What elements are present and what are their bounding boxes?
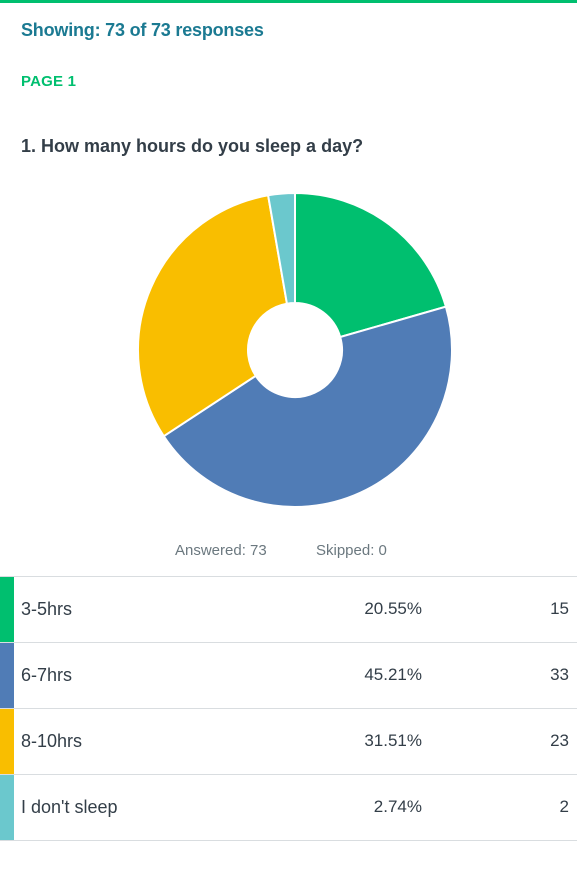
- answer-label: 6-7hrs: [21, 665, 73, 685]
- color-swatch: [0, 775, 14, 840]
- top-accent-line: [0, 0, 577, 3]
- page-label: PAGE 1: [21, 73, 77, 90]
- skipped-count: Skipped: 0: [316, 542, 387, 559]
- color-swatch: [0, 643, 14, 708]
- pie-slice-i-don-t-sleep[interactable]: [266, 192, 296, 305]
- pie-slice-3-5hrs[interactable]: [294, 192, 448, 339]
- answer-percent: 20.55%: [364, 599, 422, 618]
- answer-count: 23: [550, 731, 569, 750]
- pie-slice-8-10hrs[interactable]: [137, 194, 289, 438]
- pie-slice-6-7hrs[interactable]: [162, 305, 453, 508]
- answer-count: 15: [550, 599, 569, 618]
- answer-table: 3-5hrs 20.55% 15 6-7hrs 45.21% 33 8-10hr…: [0, 576, 577, 841]
- question-title: 1. How many hours do you sleep a day?: [21, 136, 364, 156]
- donut-chart: [137, 192, 453, 508]
- answer-percent: 2.74%: [373, 797, 422, 816]
- answer-count: 33: [550, 665, 569, 684]
- color-swatch: [0, 577, 14, 642]
- responses-filter-summary[interactable]: Showing: 73 of 73 responses: [21, 20, 264, 40]
- table-row: I don't sleep 2.74% 2: [0, 775, 577, 841]
- table-row: 8-10hrs 31.51% 23: [0, 709, 577, 775]
- answer-percent: 31.51%: [364, 731, 422, 750]
- table-row: 3-5hrs 20.55% 15: [0, 577, 577, 643]
- answer-percent: 45.21%: [364, 665, 422, 684]
- answer-label: I don't sleep: [21, 797, 118, 817]
- answered-count: Answered: 73: [175, 542, 267, 559]
- answer-label: 3-5hrs: [21, 599, 73, 619]
- answer-label: 8-10hrs: [21, 731, 83, 751]
- table-row: 6-7hrs 45.21% 33: [0, 643, 577, 709]
- color-swatch: [0, 709, 14, 774]
- answer-count: 2: [559, 797, 569, 816]
